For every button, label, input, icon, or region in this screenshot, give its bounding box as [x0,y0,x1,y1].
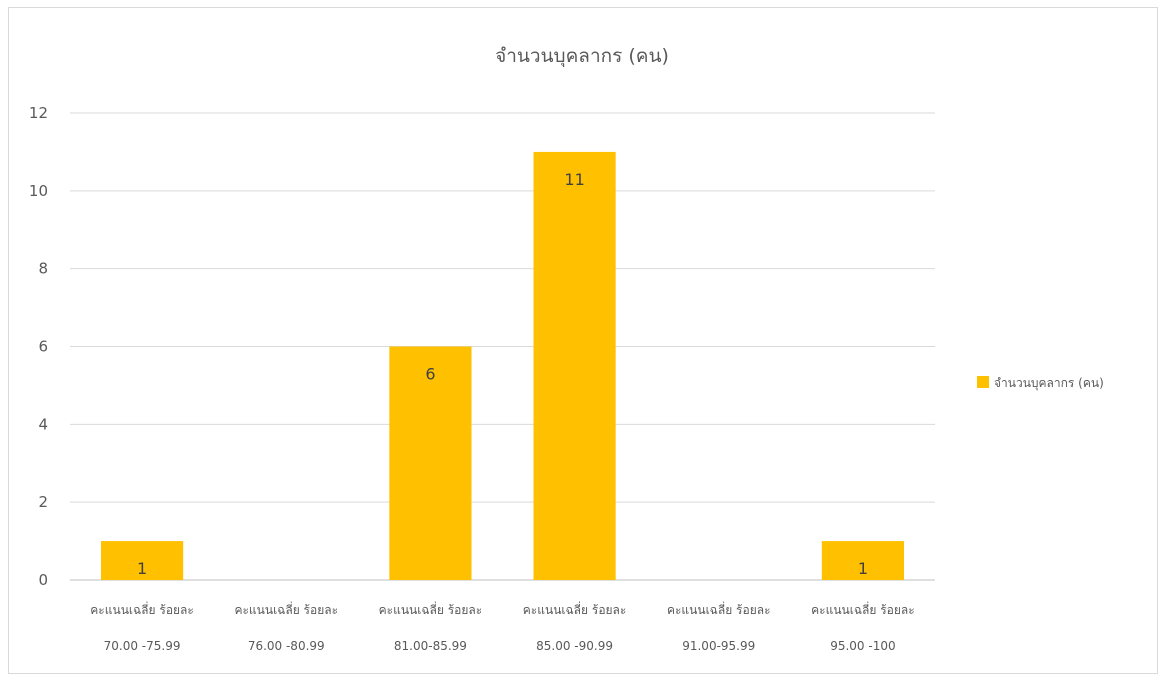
y-tick-label: 10 [29,182,48,200]
x-tick-label: คะแนนเฉลี่ย ร้อยละ [523,601,627,617]
y-tick-label: 0 [38,571,48,589]
y-tick-label: 2 [38,493,48,511]
y-tick-label: 8 [38,260,48,278]
data-label: 11 [564,170,584,189]
x-tick-label: 76.00 -80.99 [248,639,325,653]
x-tick-label: คะแนนเฉลี่ย ร้อยละ [90,601,194,617]
y-tick-label: 12 [29,104,48,122]
data-label: 1 [858,559,868,578]
x-axis-ticks: คะแนนเฉลี่ย ร้อยละ 70.00 -75.99 คะแนนเฉลี่… [90,601,914,653]
legend-swatch [977,376,989,388]
x-tick-label: 81.00-85.99 [394,639,467,653]
gridlines [70,112,935,581]
y-tick-label: 4 [38,415,48,433]
y-axis-ticks: 0 2 4 6 8 10 12 [29,104,48,589]
x-tick-label: 91.00-95.99 [682,639,755,653]
legend-label: จำนวนบุคลากร (คน) [994,376,1104,391]
x-tick-label: 70.00 -75.99 [104,639,181,653]
data-label: 1 [137,559,147,578]
bar [100,541,184,580]
bar [533,151,616,580]
bar [389,346,472,580]
x-tick-label: คะแนนเฉลี่ย ร้อยละ [667,601,771,617]
x-tick-label: 85.00 -90.99 [536,639,613,653]
data-label: 6 [425,365,435,384]
legend: จำนวนบุคลากร (คน) [977,376,1104,391]
x-tick-label: คะแนนเฉลี่ย ร้อยละ [811,601,915,617]
x-tick-label: 95.00 -100 [830,639,895,653]
bar [821,541,905,580]
y-tick-label: 6 [38,338,48,356]
x-tick-label: คะแนนเฉลี่ย ร้อยละ [234,601,338,617]
x-tick-label: คะแนนเฉลี่ย ร้อยละ [379,601,483,617]
chart-title: จำนวนบุคลากร (คน) [495,45,669,68]
